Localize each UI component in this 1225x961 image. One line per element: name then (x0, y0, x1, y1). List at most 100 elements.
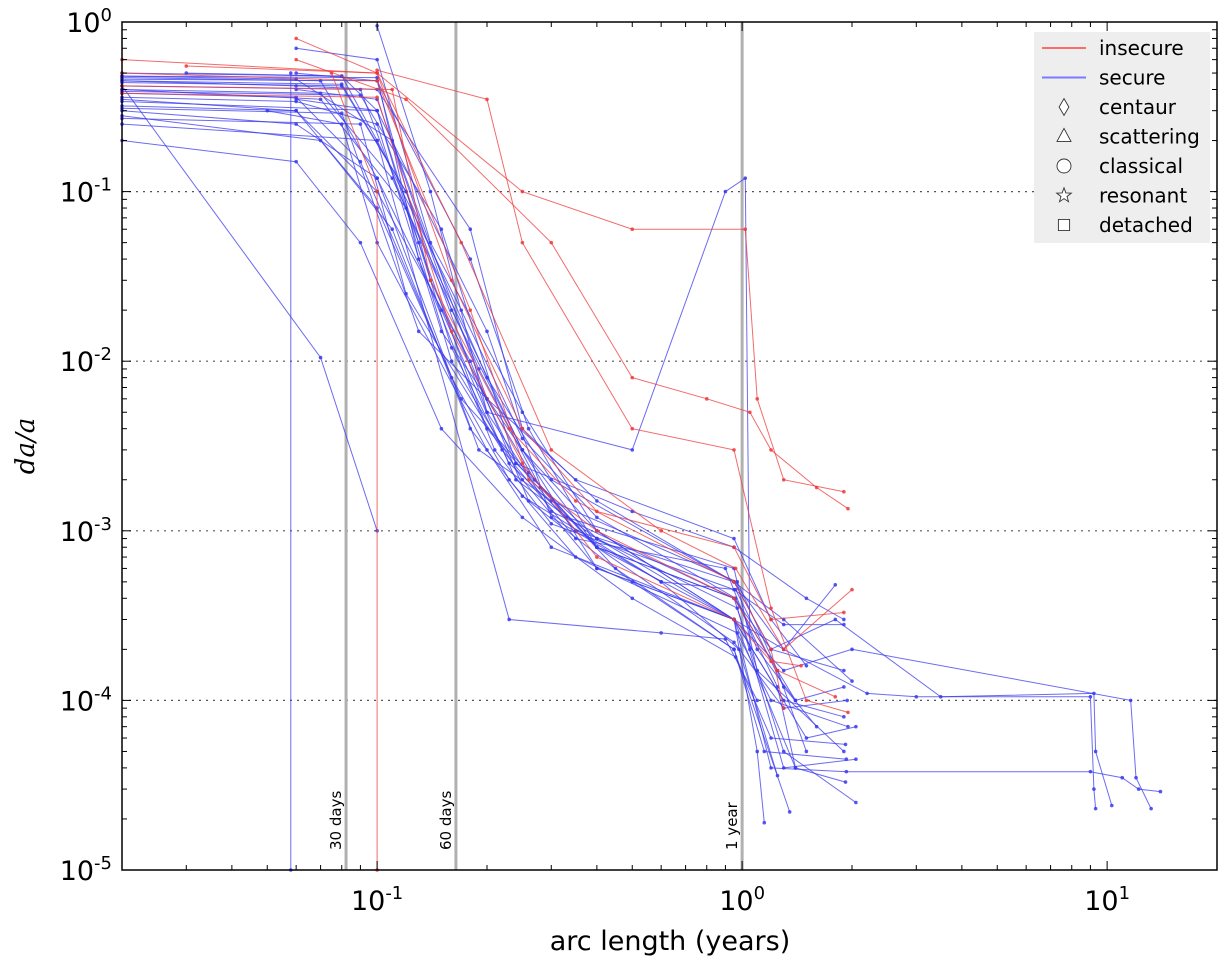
series-lines (120, 23, 1163, 872)
data-point (375, 71, 379, 75)
grid-lines (122, 191, 1217, 702)
data-point (428, 278, 433, 283)
data-point (781, 668, 786, 673)
x-tick-label: 101 (1084, 883, 1130, 917)
x-tick-label: 100 (719, 883, 765, 917)
data-point (781, 749, 786, 754)
data-point (787, 810, 792, 814)
data-point (769, 766, 773, 770)
data-point (459, 240, 464, 245)
data-point (492, 448, 497, 452)
data-point (833, 695, 838, 699)
y-tick-label: 10-1 (60, 175, 112, 209)
resonant-legend-label: resonant (1099, 184, 1187, 208)
data-point (1092, 787, 1096, 791)
data-point (732, 536, 736, 541)
data-point (549, 515, 554, 520)
data-point (294, 36, 298, 41)
data-point (630, 596, 635, 601)
data-point (184, 64, 189, 68)
data-point (595, 566, 599, 571)
data-point (804, 596, 809, 601)
data-point (1158, 789, 1163, 794)
series-line (376, 69, 849, 713)
data-point (732, 647, 736, 652)
data-point (573, 499, 578, 503)
data-point (294, 57, 298, 62)
data-point (735, 606, 740, 610)
data-point (781, 622, 786, 627)
data-point (294, 71, 298, 75)
data-point (842, 617, 846, 622)
data-point (769, 659, 773, 664)
data-point (1110, 803, 1114, 808)
series-line (121, 90, 845, 620)
data-point (843, 780, 848, 784)
data-point (449, 359, 454, 364)
data-point (804, 698, 809, 703)
data-point (755, 698, 760, 703)
data-point (914, 695, 919, 699)
y-tick-labels: 100 10-1 10-2 10-3 10-4 10-5 (60, 5, 112, 887)
data-point (659, 580, 663, 584)
data-point (439, 426, 444, 431)
data-point (477, 448, 481, 452)
series-line (296, 47, 1097, 809)
secure-legend-label: secure (1099, 66, 1165, 90)
series-line (121, 59, 844, 621)
data-point (845, 698, 849, 703)
data-point (375, 108, 379, 113)
data-point (520, 426, 525, 431)
series-line (121, 77, 807, 752)
data-point (781, 477, 786, 482)
x-tick-labels: 10-1 100 101 (351, 883, 1130, 917)
data-point (733, 566, 738, 571)
data-point (1149, 806, 1153, 811)
data-point (850, 587, 854, 592)
data-point (814, 724, 819, 729)
data-point (1134, 775, 1138, 780)
data-point (500, 448, 504, 452)
data-point (1093, 806, 1098, 811)
data-point (732, 448, 736, 452)
data-point (526, 477, 531, 482)
data-point (549, 521, 554, 526)
data-point (507, 461, 511, 466)
data-point (318, 355, 323, 360)
data-point (520, 461, 525, 466)
data-point (416, 240, 421, 245)
data-point (630, 375, 635, 380)
data-point (375, 68, 379, 72)
data-point (833, 617, 838, 622)
series-line (121, 123, 796, 769)
data-point (842, 685, 846, 689)
data-point (520, 189, 525, 194)
data-point (595, 529, 599, 533)
data-point (842, 749, 846, 754)
data-point (318, 79, 323, 83)
data-point (842, 668, 846, 673)
data-point (294, 122, 298, 126)
data-point (846, 506, 850, 511)
axis-ticks (121, 21, 1218, 871)
y-tick-label: 10-5 (60, 853, 112, 887)
data-point (375, 189, 379, 194)
data-point (595, 499, 599, 503)
data-point (375, 57, 379, 62)
data-point (294, 97, 298, 102)
y-tick-label: 10-4 (60, 683, 112, 717)
data-point (781, 766, 786, 770)
data-point (775, 685, 780, 689)
classical-legend-label: classical (1099, 154, 1183, 178)
data-point (799, 663, 803, 668)
data-point (659, 631, 663, 635)
data-point (630, 426, 635, 431)
data-point (723, 189, 728, 194)
data-point (573, 477, 578, 482)
data-point (1088, 695, 1093, 699)
data-point (507, 426, 511, 431)
data-point (865, 691, 869, 696)
data-point (520, 494, 525, 498)
data-point (781, 647, 786, 652)
data-point (416, 257, 421, 261)
